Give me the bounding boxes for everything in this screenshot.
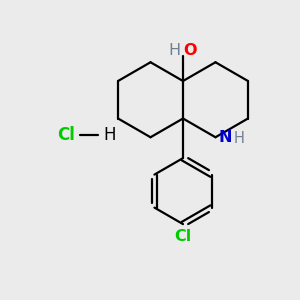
Text: H: H — [233, 131, 244, 146]
Text: Cl: Cl — [174, 229, 192, 244]
Text: H: H — [169, 43, 181, 58]
Text: N: N — [218, 130, 232, 145]
Text: Cl: Cl — [57, 126, 75, 144]
Text: H: H — [103, 126, 116, 144]
Text: O: O — [183, 43, 196, 58]
